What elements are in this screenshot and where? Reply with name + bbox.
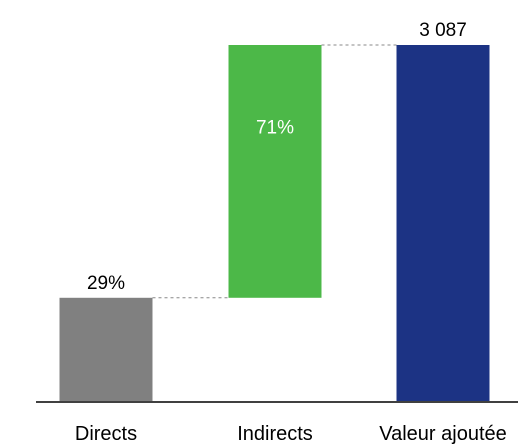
bar-directs xyxy=(59,297,153,401)
data-labels: 29% 71% 3 087 xyxy=(87,20,467,294)
data-label-valeur-ajoutee: 3 087 xyxy=(419,20,467,41)
bar-valeur-ajoutee xyxy=(396,45,490,401)
bar-indirects xyxy=(228,45,322,298)
category-label-directs: Directs xyxy=(75,423,137,445)
data-label-directs: 29% xyxy=(87,273,125,294)
bars xyxy=(59,45,490,401)
category-label-indirects: Indirects xyxy=(237,423,313,445)
category-label-valeur-ajoutee: Valeur ajoutée xyxy=(379,423,507,445)
data-label-indirects: 71% xyxy=(256,117,294,138)
category-labels: Directs Indirects Valeur ajoutée xyxy=(75,423,507,445)
connector-lines xyxy=(152,44,397,299)
